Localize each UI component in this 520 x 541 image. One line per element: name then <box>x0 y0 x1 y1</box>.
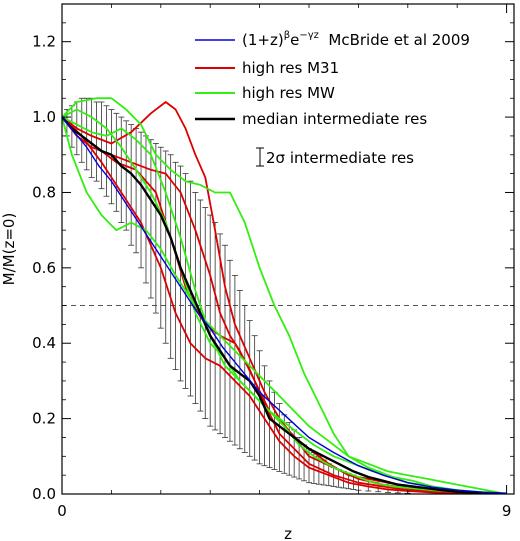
y-tick-label: 0.2 <box>32 410 56 428</box>
y-axis-label: M/M(z=0) <box>0 213 18 286</box>
error-bar <box>241 305 248 453</box>
series-line-high-res-mw-a <box>62 97 507 494</box>
series-line--1-z-e-z-mcbride-et-al-2009 <box>62 116 507 494</box>
y-tick-label: 0.6 <box>32 259 56 277</box>
axis-tick-labels: 0.0 0.2 0.4 0.6 0.8 1.0 1.2 0 9 <box>32 33 511 520</box>
error-bar <box>266 380 273 469</box>
error-bar <box>236 290 243 450</box>
error-bar <box>167 154 174 359</box>
x-tick-label: 9 <box>502 502 512 520</box>
y-tick-label: 0.8 <box>32 183 56 201</box>
x-tick-label: 0 <box>57 502 67 520</box>
error-bar <box>138 131 145 269</box>
error-bar <box>202 207 209 420</box>
y-tick-label: 0.4 <box>32 334 56 352</box>
error-bar <box>123 120 130 231</box>
legend-label-mw: high res MW <box>242 84 335 102</box>
error-bar <box>108 109 115 205</box>
legend: (1+z)βe−γz McBride et al 2009 high res M… <box>195 30 470 167</box>
error-bar <box>261 365 268 467</box>
error-bar <box>246 320 253 457</box>
error-bar <box>98 101 105 190</box>
error-bar <box>276 403 283 472</box>
error-bar <box>172 161 179 371</box>
error-bar <box>118 116 125 224</box>
x-axis-label: z <box>284 525 292 541</box>
legend-label-mcbride: (1+z)βe−γz McBride et al 2009 <box>242 30 470 49</box>
data-series <box>62 97 507 494</box>
y-tick-label: 1.0 <box>32 108 56 126</box>
error-bar <box>231 274 238 446</box>
error-bar <box>251 335 258 461</box>
error-bar <box>103 105 110 197</box>
error-bar <box>162 150 169 344</box>
series-line-high-res-m31-d <box>62 116 507 494</box>
error-bar <box>157 146 164 329</box>
legend-label-errorbar: 2σ intermediate res <box>266 149 414 167</box>
legend-swatch-errorbar <box>256 147 264 167</box>
error-bar <box>226 259 233 442</box>
y-tick-label: 1.2 <box>32 33 56 51</box>
error-bar <box>256 350 263 465</box>
error-bar <box>192 192 199 404</box>
error-bar <box>217 233 224 435</box>
series-line-high-res-mw-d <box>62 108 507 494</box>
error-bar <box>177 165 184 382</box>
y-tick-label: 0.0 <box>32 485 56 503</box>
axis-ticks <box>61 4 514 495</box>
legend-label-median: median intermediate res <box>242 110 427 128</box>
error-bar <box>128 124 135 246</box>
legend-label-m31: high res M31 <box>242 59 339 77</box>
series-line-median-intermediate-res <box>62 116 507 494</box>
